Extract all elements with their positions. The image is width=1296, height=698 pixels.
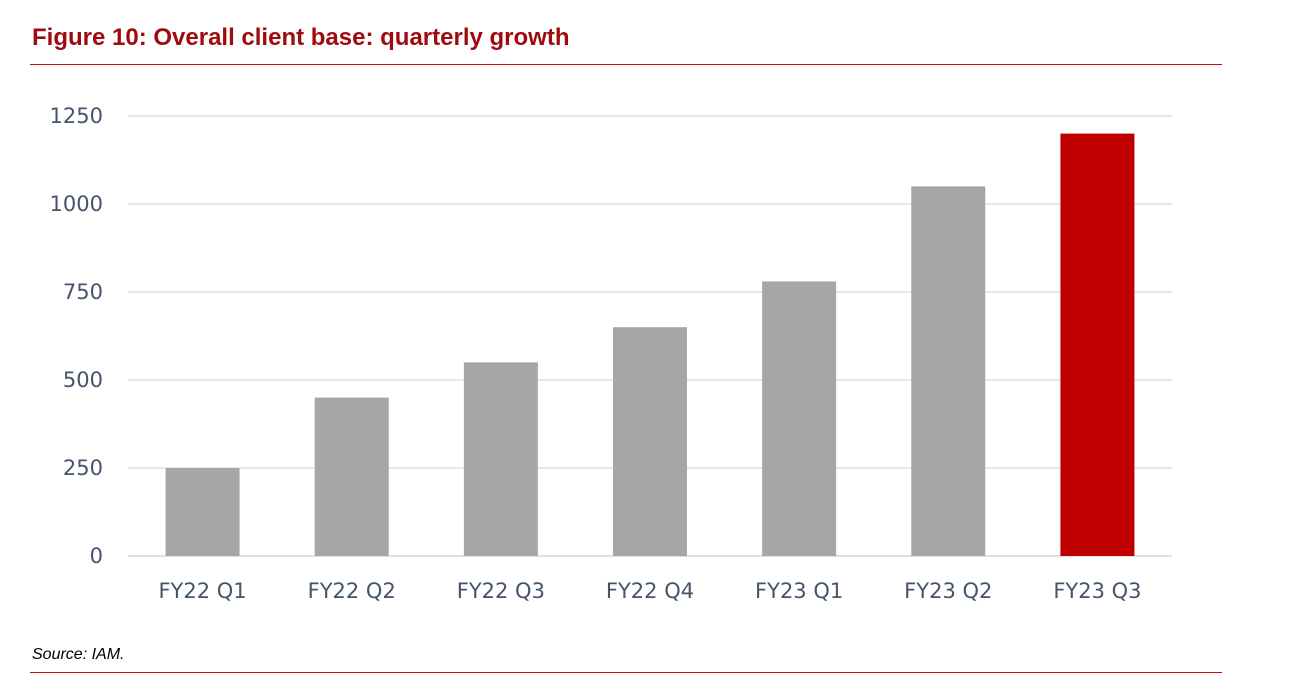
x-tick-label: FY23 Q1 bbox=[755, 579, 843, 603]
bar-fy22-q1 bbox=[165, 468, 240, 556]
x-axis-tick-labels: FY22 Q1 FY22 Q2 FY22 Q3 FY22 Q4 FY23 Q1 FY23 … bbox=[158, 579, 1141, 603]
y-tick-label: 1000 bbox=[50, 192, 103, 216]
bar-fy22-q4 bbox=[613, 327, 687, 556]
y-tick-label: 250 bbox=[63, 456, 103, 480]
x-tick-label: FY22 Q2 bbox=[308, 579, 396, 603]
x-tick-label: FY23 Q3 bbox=[1053, 579, 1141, 603]
x-tick-label: FY23 Q2 bbox=[904, 579, 992, 603]
x-tick-label: FY22 Q3 bbox=[457, 579, 545, 603]
bars bbox=[165, 133, 1135, 556]
y-tick-label: 750 bbox=[63, 280, 103, 304]
bar-chart: 0 250 500 750 1000 1250 FY22 Q1 FY22 Q2 FY22 Q3… bbox=[50, 104, 1172, 603]
bar-fy22-q3 bbox=[463, 362, 538, 556]
y-tick-label: 1250 bbox=[50, 104, 103, 128]
x-tick-label: FY22 Q1 bbox=[158, 579, 246, 603]
bar-fy23-q2 bbox=[911, 186, 986, 556]
bar-fy23-q3 bbox=[1060, 133, 1135, 556]
y-axis-tick-labels: 0 250 500 750 1000 1250 bbox=[50, 104, 103, 568]
title-rule bbox=[30, 64, 1222, 65]
bar-fy23-q1 bbox=[762, 281, 837, 556]
y-tick-label: 0 bbox=[90, 544, 103, 568]
footer-rule bbox=[30, 672, 1222, 673]
figure-title: Figure 10: Overall client base: quarterl… bbox=[32, 24, 570, 51]
source-note: Source: IAM. bbox=[32, 646, 125, 663]
bar-fy22-q2 bbox=[314, 397, 389, 556]
x-tick-label: FY22 Q4 bbox=[606, 579, 694, 603]
y-tick-label: 500 bbox=[63, 368, 103, 392]
